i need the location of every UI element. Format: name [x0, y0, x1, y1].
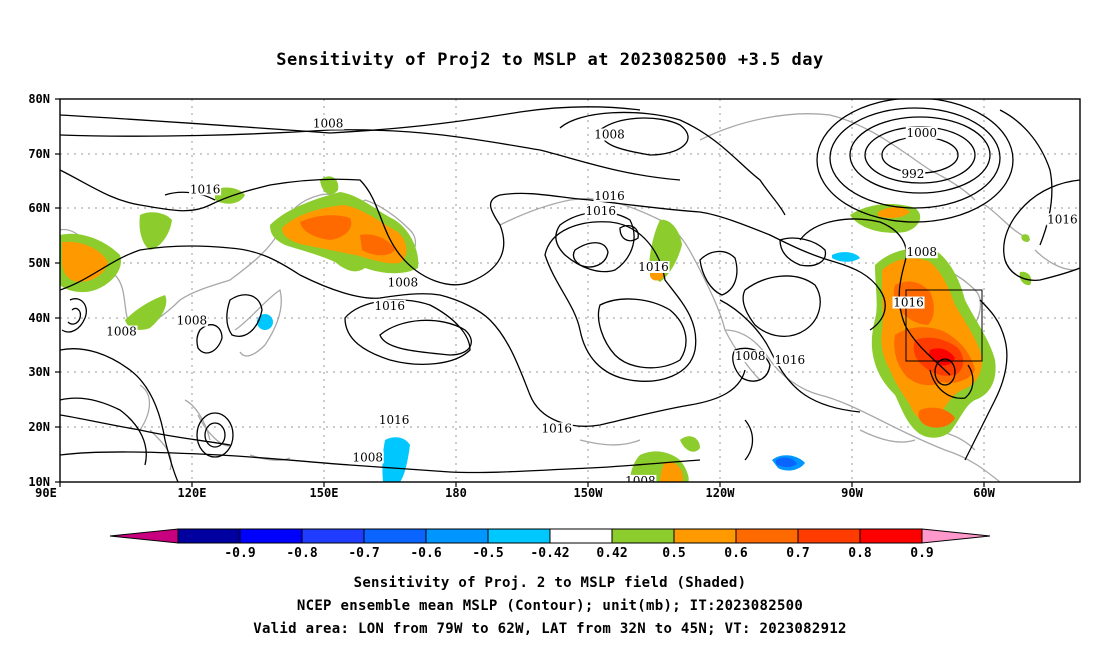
lon-tick-label: 150W: [574, 486, 604, 500]
contour-label-background: [593, 189, 626, 202]
lat-tick-label: 20N: [28, 420, 50, 434]
lon-tick-label: 180: [445, 486, 467, 500]
colorbar-label: 0.42: [596, 546, 627, 561]
colorbar-label: -0.6: [410, 546, 441, 561]
contour-label: 1008: [352, 450, 383, 464]
contour-label: 1016: [586, 204, 617, 218]
colorbar-cell: [239, 528, 303, 544]
contour-label: 1016: [1047, 212, 1078, 226]
lat-tick-label: 10N: [28, 475, 50, 489]
colorbar-label: 0.6: [724, 546, 748, 561]
colorbar-low-end: [109, 528, 179, 544]
contour-label: 1016: [638, 260, 669, 274]
contour-label-background: [905, 126, 938, 139]
lon-tick-label: 90W: [841, 486, 863, 500]
contour-label-background: [105, 325, 138, 338]
lon-tick-label: 90E: [35, 486, 57, 500]
colorbar-label: -0.5: [472, 546, 503, 561]
contour-label-background: [373, 299, 406, 312]
contour-label: 1016: [190, 182, 221, 196]
contour-label: 1008: [388, 275, 419, 289]
colorbar-label: -0.42: [530, 546, 569, 561]
contour-label: 1000: [906, 126, 937, 140]
colorbar: -0.9 -0.8 -0.7 -0.6 -0.5 -0.42 0.42 0.5 0.6 0.7 0.…: [109, 528, 991, 561]
colorbar-label: -0.8: [286, 546, 317, 561]
colorbar-cell: [673, 528, 737, 544]
colorbar-cell: [549, 528, 613, 544]
plot-title: Sensitivity of Proj2 to MSLP at 20230825…: [276, 50, 824, 70]
lat-tick-label: 70N: [28, 147, 50, 161]
contour-label-background: [378, 414, 411, 427]
lat-tick-label: 60N: [28, 201, 50, 215]
contour-label: 1008: [313, 117, 344, 131]
contour-label-background: [624, 474, 657, 482]
colorbar-cell: [363, 528, 427, 544]
lat-tick-label: 80N: [28, 92, 50, 106]
contour-label: 1008: [906, 245, 937, 259]
colorbar-cell: [487, 528, 551, 544]
contour-label-background: [351, 451, 384, 464]
lat-tick-label: 30N: [28, 365, 50, 379]
contour-label: 1008: [735, 349, 766, 363]
colorbar-cell: [425, 528, 489, 544]
contour-label: 1016: [542, 421, 573, 435]
colorbar-cell: [735, 528, 799, 544]
contour-label-background: [773, 353, 806, 366]
colorbar-label: -0.9: [224, 546, 255, 561]
caption-valid-area: Valid area: LON from 79W to 62W, LAT fro…: [253, 621, 847, 637]
contour-label-background: [312, 117, 345, 130]
lon-tick-label: 120W: [706, 486, 736, 500]
lat-tick-labels: 80N 70N 60N 50N 40N 30N 20N 10N: [28, 92, 50, 489]
contour-label-background: [892, 296, 925, 309]
colorbar-cell: [301, 528, 365, 544]
caption-contour: NCEP ensemble mean MSLP (Contour); unit(…: [296, 598, 804, 614]
contour-label-background: [593, 128, 626, 141]
contour-label-background: [734, 350, 767, 363]
lat-tick-label: 40N: [28, 311, 50, 325]
colorbar-cell: [177, 528, 241, 544]
contour-label: 1008: [106, 325, 137, 339]
colorbar-label: 0.9: [910, 546, 933, 561]
colorbar-label: 0.8: [848, 546, 872, 561]
colorbar-cell: [797, 528, 861, 544]
contour-label: 1016: [374, 299, 405, 313]
contour-label-background: [584, 205, 617, 218]
contour-label: 1016: [379, 413, 410, 427]
contour-label-background: [175, 314, 208, 327]
colorbar-cells: [177, 528, 923, 544]
sensitivity-shading: [60, 176, 1032, 482]
contour-label-background: [905, 246, 938, 259]
lon-tick-labels: 90E 120E 150E 180 150W 120W 90W 60W: [35, 486, 995, 500]
contour-label-background: [189, 183, 222, 196]
contour-label: 1016: [775, 353, 806, 367]
contour-label: 1008: [177, 314, 208, 328]
colorbar-cell: [611, 528, 675, 544]
contour-label-background: [386, 276, 419, 289]
valid-area-box: [905, 289, 983, 362]
contour-label: 1016: [893, 296, 924, 310]
contour-label-background: [637, 260, 670, 273]
colorbar-high-end: [921, 528, 991, 544]
contour-label-background: [1046, 213, 1079, 226]
caption-shading: Sensitivity of Proj. 2 to MSLP field (Sh…: [353, 575, 747, 591]
contour-label: 1008: [625, 474, 656, 488]
contour-label-background: [900, 167, 926, 180]
mslp-contours: [60, 99, 1080, 482]
colorbar-label: -0.7: [348, 546, 379, 561]
contour-label: 992: [901, 167, 924, 181]
colorbar-label: 0.7: [786, 546, 809, 561]
colorbar-label: 0.5: [662, 546, 685, 561]
contour-label-background: [540, 422, 573, 435]
lon-tick-label: 120E: [178, 486, 207, 500]
colorbar-cell: [859, 528, 923, 544]
lon-tick-label: 60W: [973, 486, 995, 500]
lon-tick-label: 150E: [310, 486, 339, 500]
contour-label: 1016: [594, 189, 625, 203]
lat-tick-label: 50N: [28, 256, 50, 270]
contour-label: 1008: [594, 128, 625, 142]
axis-ticks: [55, 98, 985, 487]
colorbar-labels: -0.9 -0.8 -0.7 -0.6 -0.5 -0.42 0.42 0.5 0.6 0.7 0.…: [224, 546, 933, 561]
